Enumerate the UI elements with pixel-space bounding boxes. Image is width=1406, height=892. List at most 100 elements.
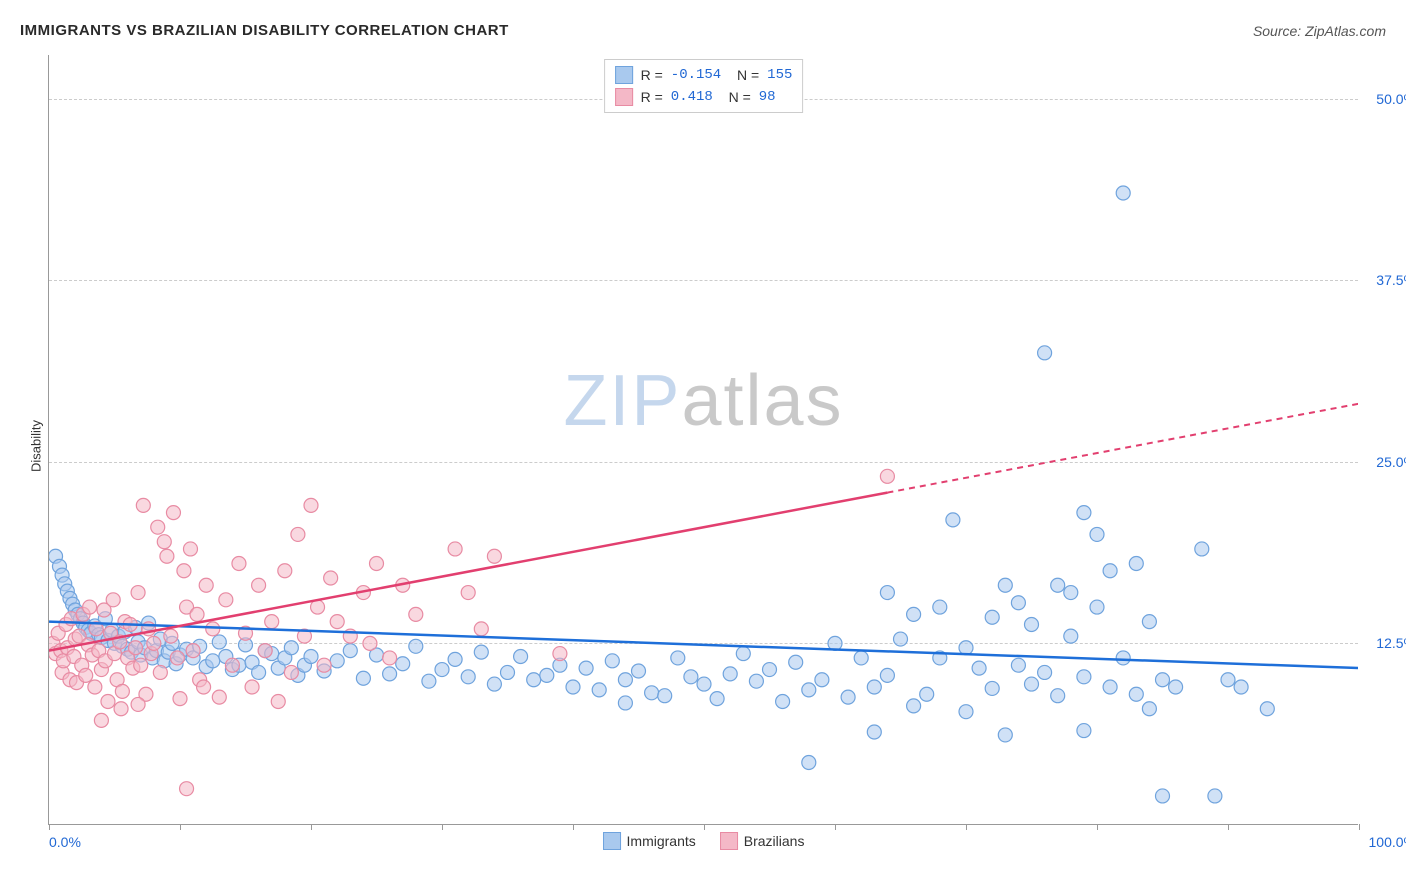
data-point — [128, 641, 142, 655]
data-point — [749, 674, 763, 688]
data-point — [324, 571, 338, 585]
data-point — [1090, 600, 1104, 614]
data-point — [1103, 680, 1117, 694]
data-point — [1011, 658, 1025, 672]
data-point — [501, 665, 515, 679]
legend-label-brazilians: Brazilians — [744, 833, 805, 849]
x-tick — [1097, 824, 1098, 830]
data-point — [448, 652, 462, 666]
x-tick — [1228, 824, 1229, 830]
data-point — [1221, 673, 1235, 687]
data-point — [206, 622, 220, 636]
data-point — [177, 564, 191, 578]
data-point — [1129, 556, 1143, 570]
data-point — [684, 670, 698, 684]
data-point — [396, 657, 410, 671]
stats-row-immigrants: R = -0.154 N = 155 — [615, 64, 793, 86]
data-point — [157, 535, 171, 549]
data-point — [802, 683, 816, 697]
data-point — [907, 699, 921, 713]
data-point — [356, 671, 370, 685]
data-point — [1142, 615, 1156, 629]
data-point — [880, 469, 894, 483]
x-tick — [966, 824, 967, 830]
data-point — [880, 668, 894, 682]
data-point — [160, 549, 174, 563]
data-point — [998, 578, 1012, 592]
data-point — [487, 549, 501, 563]
data-point — [802, 756, 816, 770]
y-tick-label: 50.0% — [1376, 91, 1406, 107]
swatch-brazilians — [615, 88, 633, 106]
data-point — [671, 651, 685, 665]
data-point — [605, 654, 619, 668]
data-point — [186, 644, 200, 658]
data-point — [933, 600, 947, 614]
bottom-legend: Immigrants Brazilians — [603, 832, 805, 850]
data-point — [173, 692, 187, 706]
data-point — [1077, 670, 1091, 684]
data-point — [343, 644, 357, 658]
trend-line-dashed — [887, 404, 1358, 493]
data-point — [959, 705, 973, 719]
y-tick-label: 37.5% — [1376, 272, 1406, 288]
data-point — [151, 520, 165, 534]
data-point — [190, 607, 204, 621]
stat-r-label: R = — [641, 89, 663, 105]
x-tick — [573, 824, 574, 830]
data-point — [166, 506, 180, 520]
data-point — [409, 607, 423, 621]
data-point — [1038, 346, 1052, 360]
data-point — [131, 586, 145, 600]
data-point — [136, 498, 150, 512]
data-point — [618, 696, 632, 710]
y-axis-label: Disability — [29, 420, 44, 472]
data-point — [514, 649, 528, 663]
data-point — [880, 586, 894, 600]
data-point — [245, 680, 259, 694]
data-point — [1169, 680, 1183, 694]
data-point — [697, 677, 711, 691]
x-tick — [1359, 824, 1360, 830]
data-point — [370, 556, 384, 570]
data-point — [106, 593, 120, 607]
data-point — [985, 610, 999, 624]
data-point — [1234, 680, 1248, 694]
data-point — [1051, 578, 1065, 592]
data-point — [1208, 789, 1222, 803]
data-point — [330, 654, 344, 668]
legend-label-immigrants: Immigrants — [627, 833, 696, 849]
data-point — [183, 542, 197, 556]
data-point — [710, 692, 724, 706]
data-point — [461, 670, 475, 684]
data-point — [1260, 702, 1274, 716]
data-point — [1156, 673, 1170, 687]
data-point — [304, 649, 318, 663]
data-point — [252, 665, 266, 679]
data-point — [1142, 702, 1156, 716]
data-point — [867, 725, 881, 739]
data-point — [1051, 689, 1065, 703]
chart-plot-area: ZIPatlas R = -0.154 N = 155 R = 0.418 N … — [48, 55, 1358, 825]
data-point — [330, 615, 344, 629]
data-point — [553, 647, 567, 661]
x-tick — [180, 824, 181, 830]
data-point — [1103, 564, 1117, 578]
data-point — [258, 644, 272, 658]
data-point — [363, 636, 377, 650]
data-point — [164, 629, 178, 643]
data-point — [763, 663, 777, 677]
data-point — [815, 673, 829, 687]
data-point — [448, 542, 462, 556]
data-point — [409, 639, 423, 653]
x-axis-min-label: 0.0% — [49, 834, 81, 850]
data-point — [291, 527, 305, 541]
data-point — [206, 654, 220, 668]
stat-r-value-1: 0.418 — [671, 89, 713, 105]
x-tick — [311, 824, 312, 830]
stats-row-brazilians: R = 0.418 N = 98 — [615, 86, 793, 108]
data-point — [265, 615, 279, 629]
stat-r-value-0: -0.154 — [671, 67, 721, 83]
data-point — [632, 664, 646, 678]
stat-n-label: N = — [729, 67, 759, 83]
